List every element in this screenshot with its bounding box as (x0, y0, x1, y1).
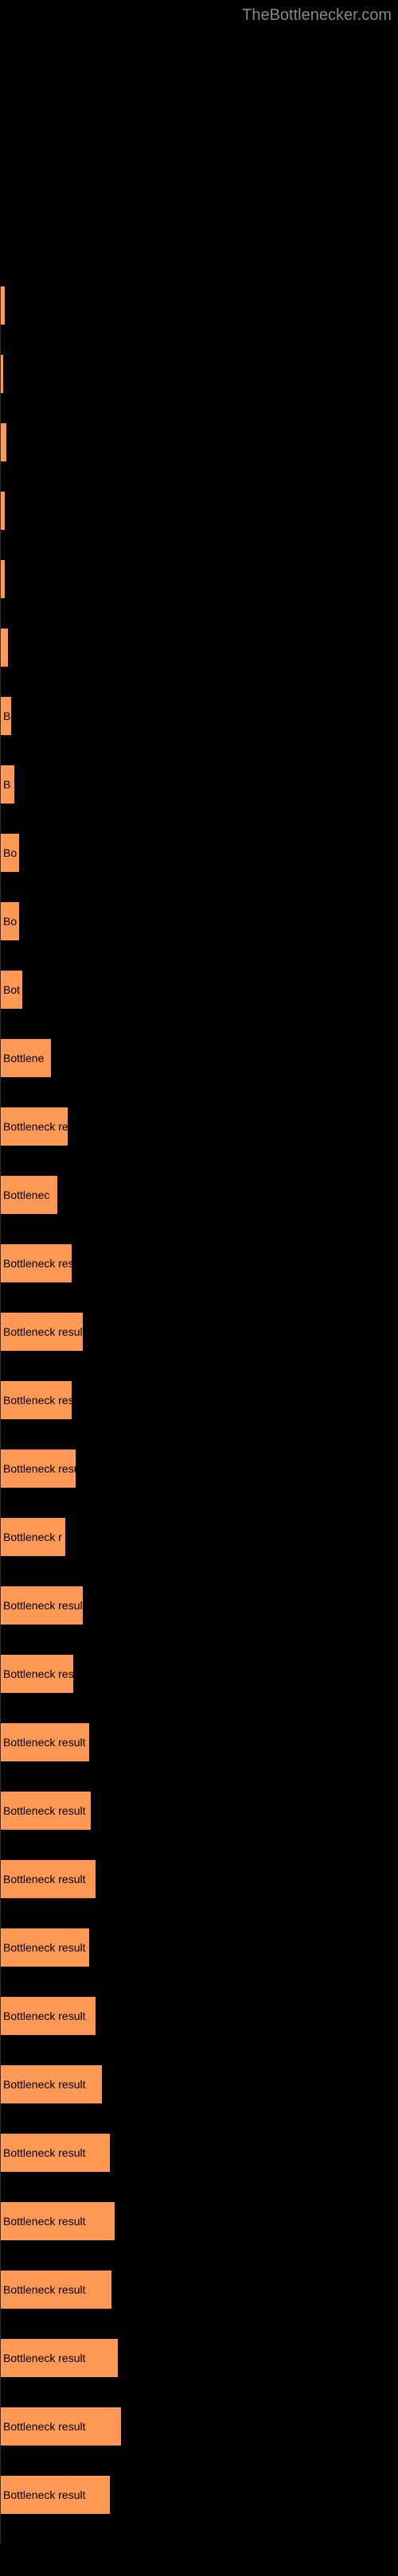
bar-row: Bottleneck result (0, 2134, 398, 2172)
bar: B (0, 697, 11, 735)
bar-row (0, 423, 398, 461)
bar-row: Bottleneck resu (0, 1449, 398, 1488)
bar: Bottleneck result (0, 1860, 96, 1898)
bar-label: Bottleneck result (3, 1325, 86, 1338)
bar-label: Bottleneck r (3, 1531, 62, 1543)
bar-row (0, 628, 398, 667)
bar: Bottleneck result (0, 1792, 91, 1830)
bar-label: B (3, 710, 10, 722)
bar-label: Bottleneck resu (3, 1462, 80, 1475)
bar-row: Bottleneck result (0, 1860, 398, 1898)
bar (0, 423, 6, 461)
bar-row: Bottleneck result (0, 2339, 398, 2377)
bar: Bottleneck result (0, 2065, 102, 2103)
bar-row: Bottleneck result (0, 2271, 398, 2309)
bar-row: Bottleneck result (0, 2202, 398, 2240)
bar-label: Bottleneck result (3, 1736, 86, 1749)
bar: Bot (0, 971, 22, 1009)
bar-row: Bottleneck res (0, 1244, 398, 1282)
bar: Bottleneck result (0, 2271, 111, 2309)
bar (0, 628, 8, 667)
bar-row: Bot (0, 971, 398, 1009)
bar-row: Bottleneck res (0, 1381, 398, 1419)
bar-row: Bo (0, 834, 398, 872)
bar-label: Bottlene (3, 1052, 44, 1064)
bar-chart: B B Bo Bo Bot Bottlene Bottleneck re Bottlenec B… (0, 0, 398, 2576)
bar-row (0, 560, 398, 598)
bar: Bottleneck r (0, 1518, 65, 1556)
bar: Bottleneck resu (0, 1449, 76, 1488)
bar-label: Bottleneck res (3, 1394, 74, 1407)
bar-row: Bo (0, 902, 398, 940)
bar-label: Bottleneck result (3, 2010, 86, 2022)
bar-label: Bottlenec (3, 1189, 49, 1201)
bar: Bottleneck result (0, 2202, 115, 2240)
bar-label: Bottleneck result (3, 1873, 86, 1885)
bar-label: Bo (3, 915, 17, 928)
bar-row: Bottleneck result (0, 1723, 398, 1761)
bar-label: Bot (3, 983, 20, 996)
bar: Bottleneck result (0, 1313, 83, 1351)
bar-label: Bottleneck result (3, 2078, 86, 2091)
bar-label: Bottleneck result (3, 1599, 86, 1612)
bar-label: Bottleneck res (3, 1257, 74, 1270)
bar-label: Bottleneck result (3, 2352, 86, 2364)
bar: Bottlene (0, 1039, 51, 1077)
bar: Bottleneck result (0, 2476, 110, 2514)
bar-row: Bottleneck res (0, 1655, 398, 1693)
bar-row: Bottlenec (0, 1176, 398, 1214)
bar: Bottleneck res (0, 1381, 72, 1419)
bar-row: Bottleneck result (0, 1997, 398, 2035)
bar: Bo (0, 834, 19, 872)
bar-label: B (3, 778, 10, 791)
bar-row: Bottleneck r (0, 1518, 398, 1556)
bar-row: B (0, 765, 398, 804)
bar-label: Bo (3, 846, 17, 859)
bar-label: Bottleneck result (3, 2283, 86, 2296)
y-axis (0, 286, 1, 2544)
bar: Bottleneck result (0, 1928, 89, 1967)
bar: Bottleneck result (0, 2134, 110, 2172)
bar: Bottleneck result (0, 1997, 96, 2035)
bar-label: Bottleneck re (3, 1120, 68, 1133)
bar: Bo (0, 902, 19, 940)
bar-row: Bottleneck result (0, 2476, 398, 2514)
bar-row: Bottleneck result (0, 1928, 398, 1967)
bar-row: Bottleneck result (0, 1313, 398, 1351)
bar-row: B (0, 697, 398, 735)
bar-row: Bottleneck result (0, 1792, 398, 1830)
bar-row: Bottleneck result (0, 2407, 398, 2446)
watermark-text: TheBottlenecker.com (242, 6, 392, 25)
bar: Bottleneck result (0, 2407, 121, 2446)
bar: Bottlenec (0, 1176, 57, 1214)
bar-row: Bottlene (0, 1039, 398, 1077)
bar-label: Bottleneck result (3, 2488, 86, 2501)
bars-container: B B Bo Bo Bot Bottlene Bottleneck re Bottlenec B… (0, 286, 398, 2514)
bar: Bottleneck res (0, 1244, 72, 1282)
bar-label: Bottleneck result (3, 2146, 86, 2159)
bar-row (0, 355, 398, 393)
bar: Bottleneck result (0, 1586, 83, 1625)
bar-label: Bottleneck result (3, 2215, 86, 2228)
bar-label: Bottleneck res (3, 1667, 74, 1680)
bar: Bottleneck result (0, 2339, 118, 2377)
bar: B (0, 765, 14, 804)
bar-row: Bottleneck re (0, 1107, 398, 1146)
bar: Bottleneck res (0, 1655, 73, 1693)
bar: Bottleneck re (0, 1107, 68, 1146)
bar-label: Bottleneck result (3, 2420, 86, 2433)
bar-label: Bottleneck result (3, 1804, 86, 1817)
bar-label: Bottleneck result (3, 1941, 86, 1954)
bar: Bottleneck result (0, 1723, 89, 1761)
bar-row (0, 286, 398, 325)
bar-row (0, 492, 398, 530)
bar-row: Bottleneck result (0, 2065, 398, 2103)
bar-row: Bottleneck result (0, 1586, 398, 1625)
